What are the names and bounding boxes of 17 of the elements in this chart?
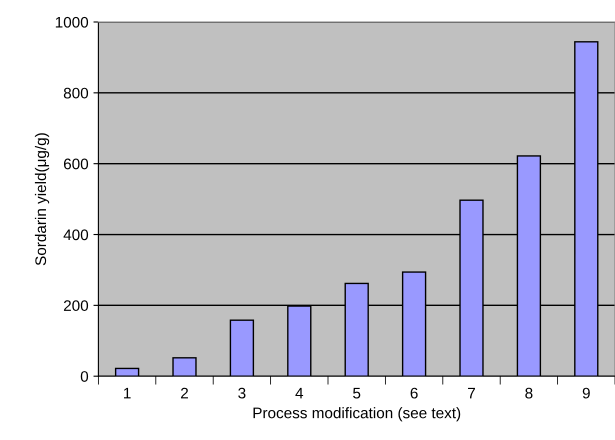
- y-tick-label: 200: [64, 300, 88, 312]
- x-tick-label: 8: [525, 388, 532, 399]
- y-tick-label: 0: [80, 371, 88, 382]
- x-axis-title: Process modification (see text): [254, 407, 460, 422]
- y-tick-label: 600: [64, 158, 88, 170]
- x-tick-label: 6: [410, 388, 418, 399]
- x-tick-label: 1: [124, 388, 131, 398]
- x-tick-label: 4: [295, 388, 304, 398]
- x-tick-label: 2: [181, 388, 188, 398]
- y-tick-label: 800: [64, 88, 88, 99]
- x-tick-label: 3: [238, 388, 246, 399]
- x-tick-label: 9: [582, 388, 590, 399]
- y-axis-title: Sordarin yield(μg/g): [34, 133, 50, 266]
- y-tick-label: 1000: [56, 16, 88, 28]
- x-tick-label: 7: [468, 388, 475, 398]
- y-tick-label: 400: [64, 229, 88, 240]
- x-tick-label: 5: [353, 388, 360, 399]
